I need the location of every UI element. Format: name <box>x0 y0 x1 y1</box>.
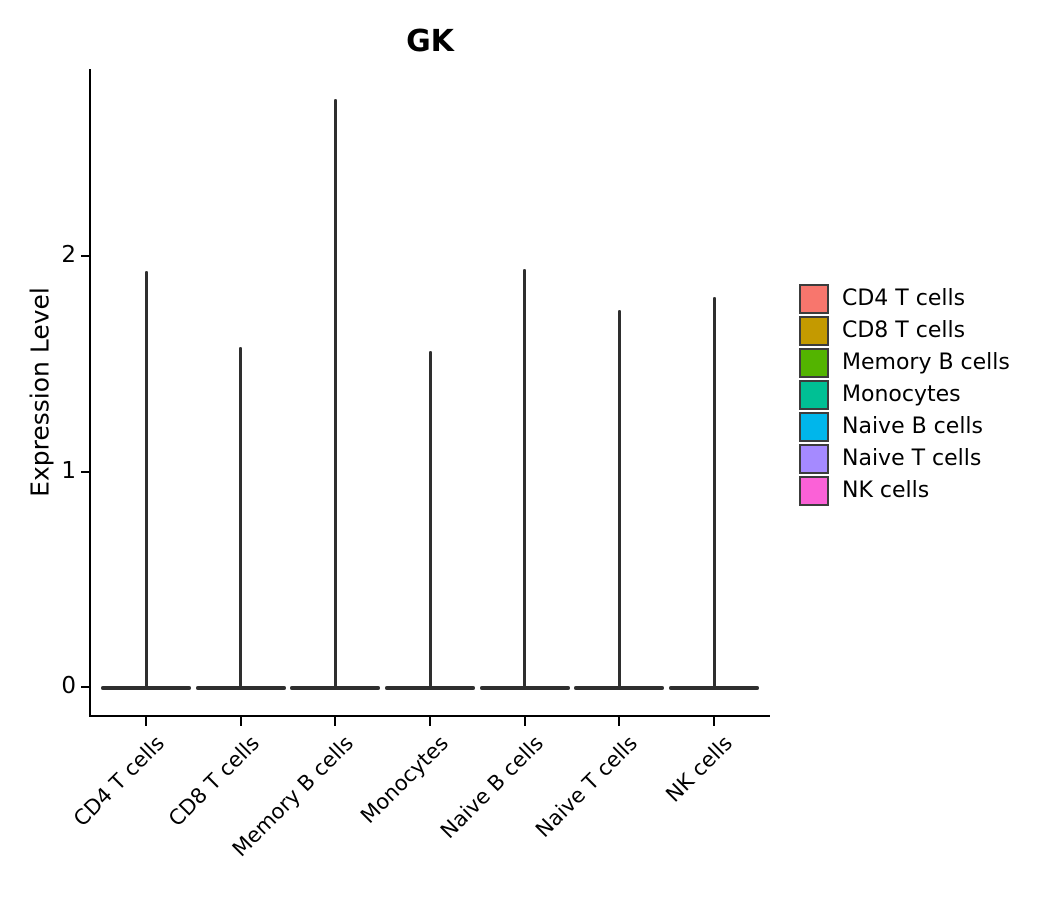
x-axis-line <box>89 715 770 717</box>
legend-item: Naive T cells <box>799 443 1010 474</box>
y-tick <box>81 686 89 688</box>
legend-label: CD8 T cells <box>842 318 966 343</box>
legend-item: NK cells <box>799 475 1010 506</box>
legend-item: CD8 T cells <box>799 315 1010 346</box>
violin-spike <box>617 309 621 687</box>
legend-key-swatch <box>799 475 829 506</box>
legend-label: Monocytes <box>842 382 961 407</box>
violin-spike <box>144 271 148 687</box>
violin-body <box>479 685 570 691</box>
violin-body <box>101 685 191 691</box>
x-tick-label: CD8 T cells <box>163 731 264 832</box>
x-tick <box>145 717 147 726</box>
legend-item: CD4 T cells <box>799 283 1010 314</box>
violin-body <box>195 685 286 691</box>
legend-key-swatch <box>799 443 829 474</box>
x-tick <box>239 717 242 726</box>
legend-label: Naive T cells <box>842 446 982 471</box>
legend-item: Memory B cells <box>799 347 1010 378</box>
y-tick <box>81 255 89 257</box>
violin-body <box>290 685 381 691</box>
legend-key-swatch <box>799 379 829 410</box>
legend-key-swatch <box>799 315 829 346</box>
y-tick-label: 0 <box>61 672 76 699</box>
x-tick <box>334 717 337 726</box>
y-axis-line <box>89 69 91 717</box>
legend-key-swatch <box>799 347 829 378</box>
violin-spike <box>428 350 432 687</box>
legend: CD4 T cells CD8 T cells Memory B cells Mono… <box>799 283 1010 507</box>
x-tick-label: CD4 T cells <box>68 731 169 832</box>
violin-spike <box>239 346 243 687</box>
x-tick <box>429 717 431 726</box>
violin-spike <box>523 268 527 687</box>
x-tick <box>618 717 621 726</box>
legend-key-swatch <box>799 411 829 442</box>
legend-label: Memory B cells <box>842 350 1010 375</box>
x-tick <box>523 717 526 726</box>
x-tick-label: Monocytes <box>355 731 453 829</box>
y-tick-label: 1 <box>61 457 76 484</box>
legend-label: Naive B cells <box>842 414 984 439</box>
chart-title: GK <box>406 24 454 59</box>
violin-spike <box>333 98 337 687</box>
legend-key-swatch <box>799 283 829 314</box>
y-tick-label: 2 <box>61 241 76 268</box>
legend-label: CD4 T cells <box>842 286 966 311</box>
violin-body <box>385 685 475 691</box>
y-tick <box>81 470 89 473</box>
x-tick <box>713 717 716 726</box>
violin-body <box>669 685 760 691</box>
violin-spike <box>712 296 716 687</box>
legend-item: Monocytes <box>799 379 1010 410</box>
legend-label: NK cells <box>842 478 930 503</box>
violin-body <box>574 685 665 691</box>
legend-item: Naive B cells <box>799 411 1010 442</box>
x-tick-label: NK cells <box>661 731 737 807</box>
